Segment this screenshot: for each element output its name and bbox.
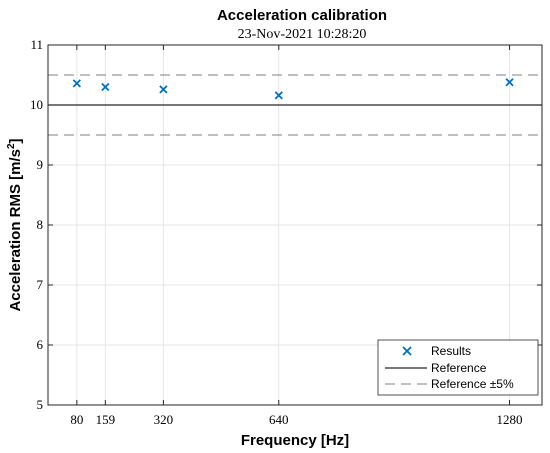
x-tick-label: 159 [96, 412, 116, 427]
y-axis-label: Acceleration RMS [m/s2] [6, 138, 24, 311]
result-point [72, 79, 81, 88]
x-tick-label: 320 [154, 412, 174, 427]
y-ticks: 5 6 7 8 9 10 11 [30, 37, 542, 412]
y-tick-label: 7 [37, 277, 44, 292]
legend-label-reference: Reference [431, 361, 487, 375]
result-markers [72, 78, 514, 100]
result-point [159, 85, 168, 94]
y-tick-label: 8 [37, 217, 44, 232]
x-ticks: 80 159 320 640 1280 [70, 45, 523, 427]
legend: Results Reference Reference ±5% [377, 339, 539, 396]
result-point [274, 91, 283, 100]
y-tick-label: 9 [37, 157, 44, 172]
x-tick-label: 80 [70, 412, 83, 427]
y-tick-label: 6 [37, 337, 44, 352]
chart-subtitle: 23-Nov-2021 10:28:20 [238, 27, 367, 42]
y-axis-label-main: Acceleration RMS [m/s [7, 149, 24, 312]
x-tick-label: 640 [269, 412, 289, 427]
legend-results-marker-icon [402, 346, 412, 356]
x-tick-label: 1280 [497, 412, 523, 427]
y-tick-label: 10 [30, 97, 43, 112]
result-point [505, 78, 514, 87]
y-tick-label: 11 [30, 37, 43, 52]
y-tick-label: 5 [37, 397, 44, 412]
y-axis-label-superscript: 2 [6, 143, 17, 149]
reference-lines [48, 74, 542, 136]
y-axis-label-end: ] [7, 138, 24, 143]
legend-label-reference-band: Reference ±5% [431, 377, 514, 391]
result-point [101, 82, 110, 92]
legend-label-results: Results [431, 344, 471, 358]
chart-title: Acceleration calibration [217, 7, 387, 24]
x-axis-label: Frequency [Hz] [241, 432, 349, 449]
